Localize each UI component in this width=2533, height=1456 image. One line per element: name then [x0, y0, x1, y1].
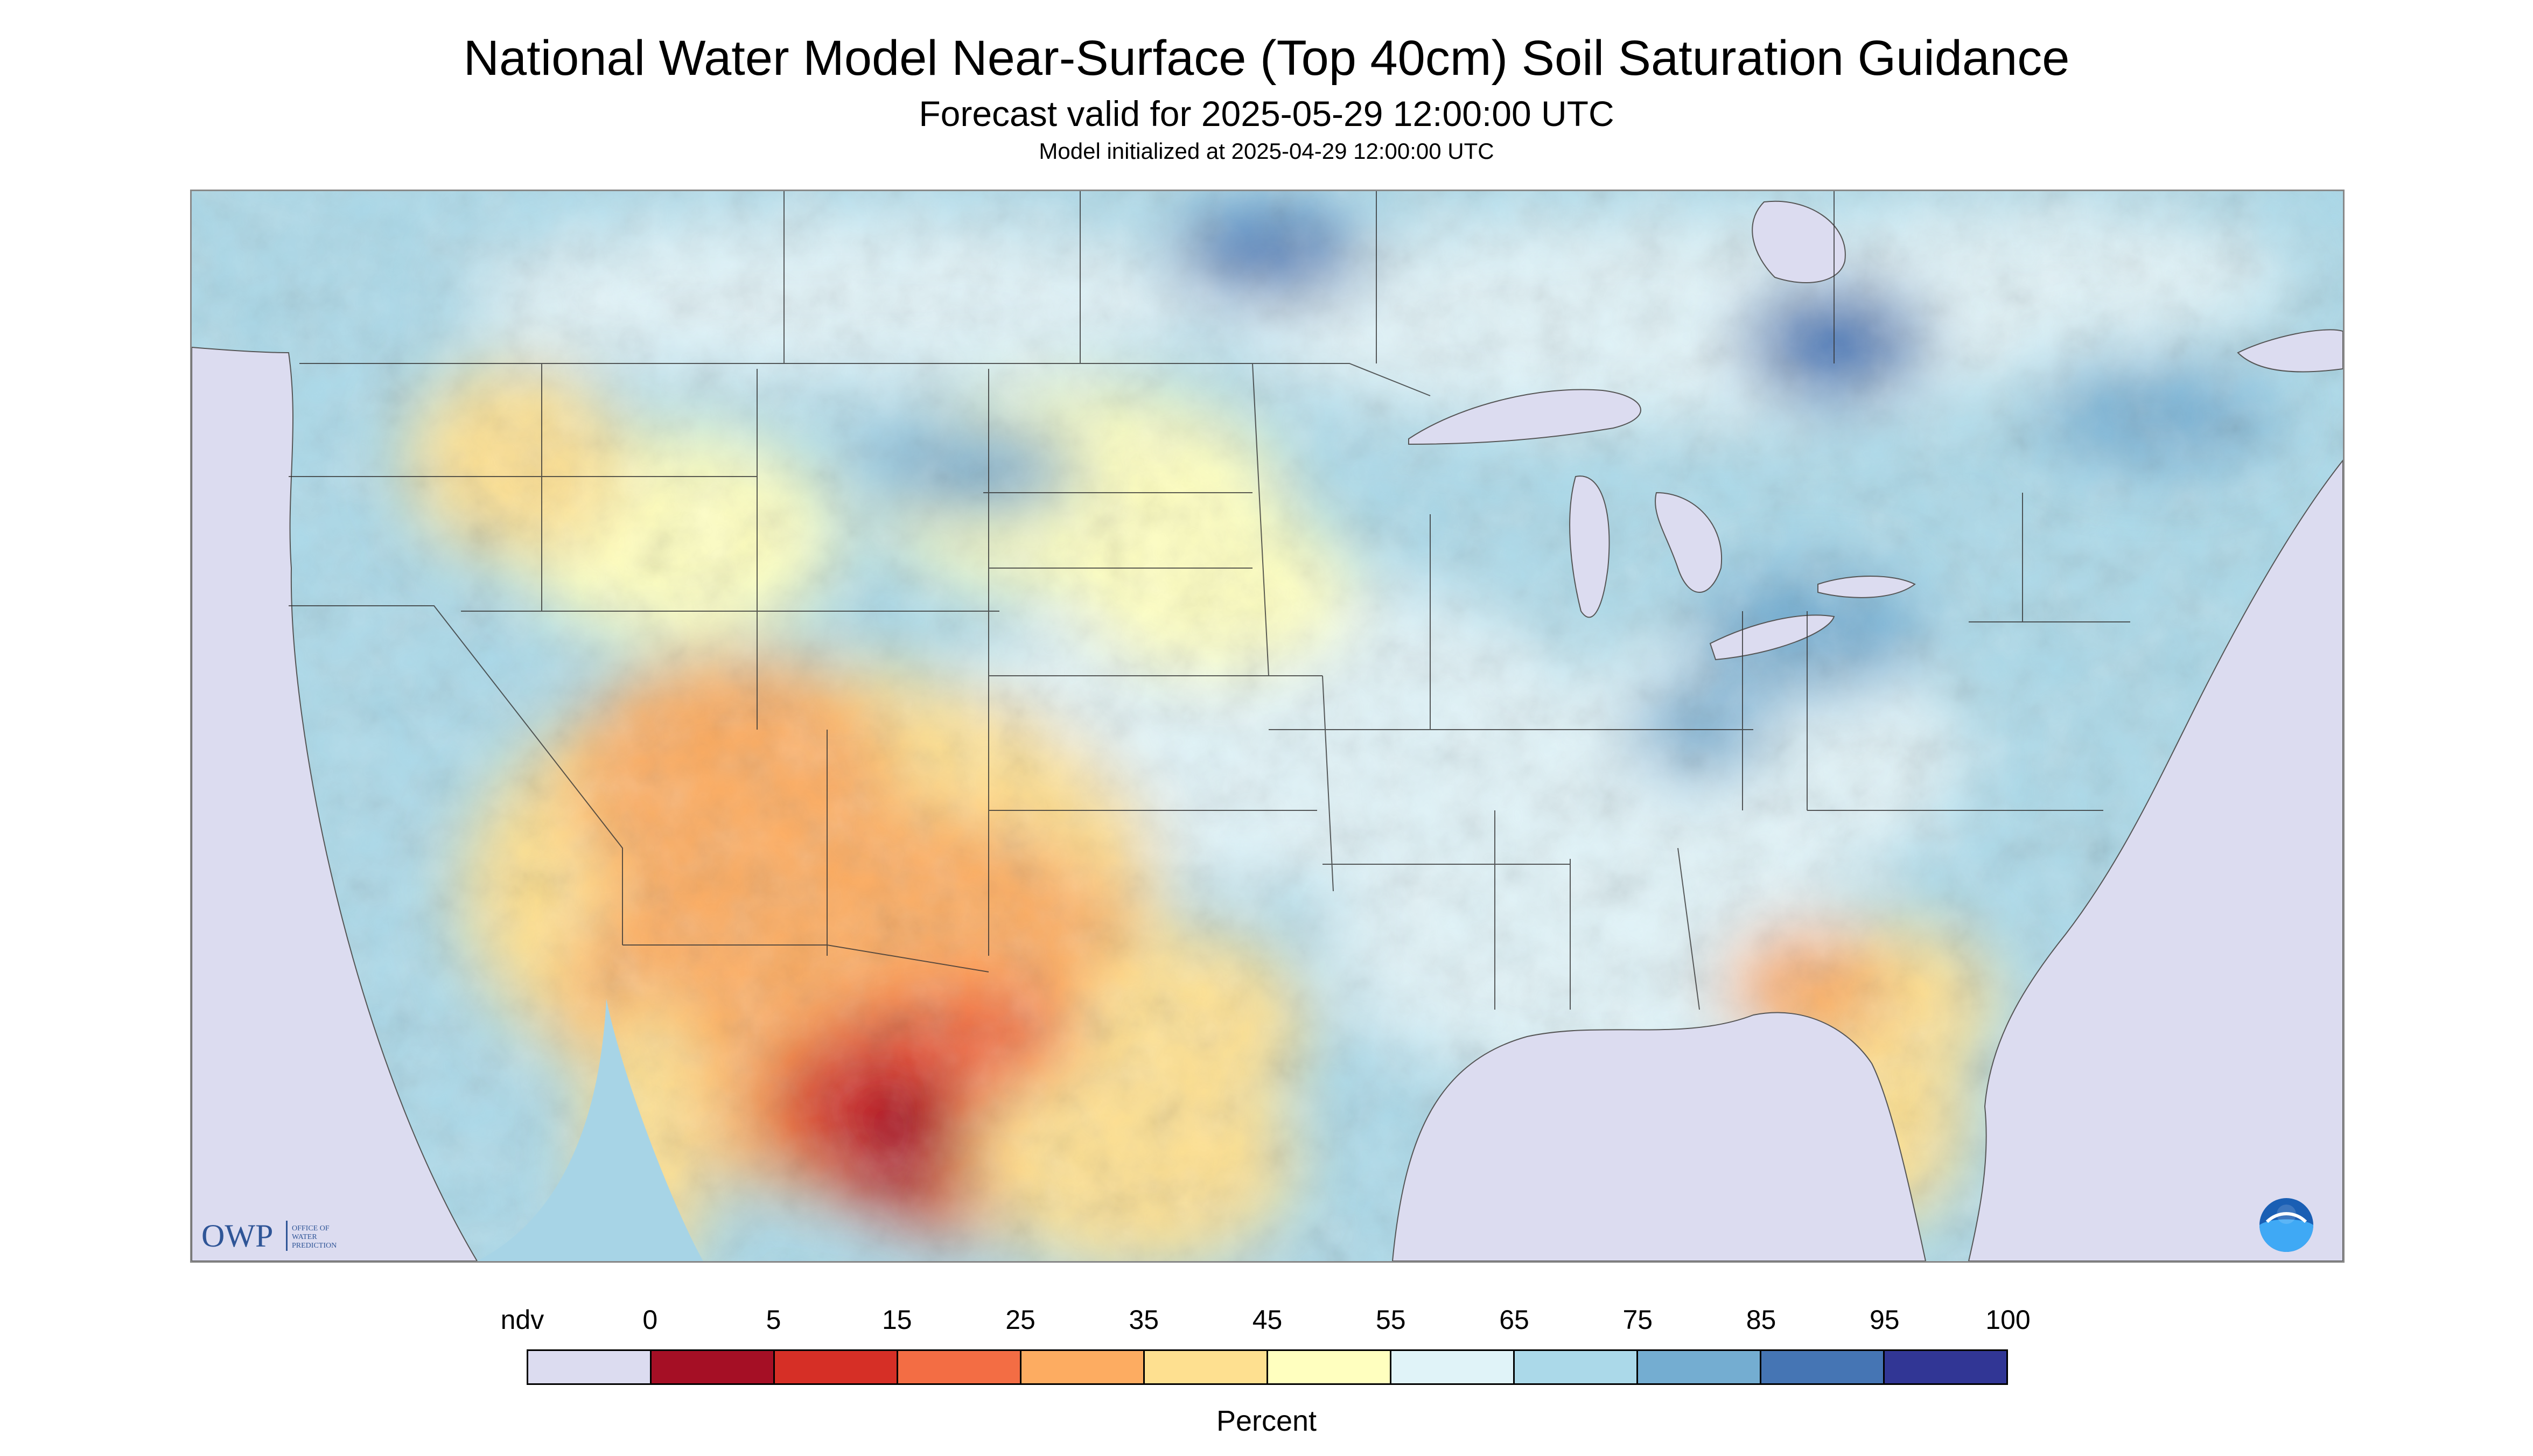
texture-layer [192, 191, 2343, 1261]
legend-swatch [775, 1351, 898, 1383]
legend-tick-label: 100 [1985, 1305, 2031, 1335]
legend-tick-label: 45 [1252, 1305, 1283, 1335]
legend-swatch [1885, 1351, 2006, 1383]
legend-swatch [1391, 1351, 1515, 1383]
legend-tick-label: 5 [766, 1305, 781, 1335]
owp-text-line-1: OFFICE OF [292, 1224, 330, 1233]
owp-text-line-2: WATER [292, 1233, 317, 1241]
owp-logo: OWP OFFICE OF WATER PREDICTION [201, 1218, 337, 1254]
legend-swatch [1145, 1351, 1268, 1383]
legend-swatch [1761, 1351, 1885, 1383]
legend-tick-label: 65 [1499, 1305, 1529, 1335]
political-borders [289, 191, 2130, 1010]
legend-tick-label: 95 [1869, 1305, 1900, 1335]
legend-tick-label: 15 [881, 1305, 912, 1335]
model-init-subtitle: Model initialized at 2025-04-29 12:00:00… [1039, 138, 1494, 164]
owp-mark: OWP [201, 1218, 273, 1254]
legend-swatch [652, 1351, 775, 1383]
owp-text-line-3: PREDICTION [292, 1242, 337, 1250]
legend-tick-labels: ndv 0 5 15 25 35 45 55 65 75 85 95 100 [501, 1305, 2031, 1339]
legend-tick-label: 0 [642, 1305, 658, 1335]
legend-tick-label: 75 [1622, 1305, 1653, 1335]
legend-swatch [898, 1351, 1021, 1383]
legend-swatch [1021, 1351, 1145, 1383]
legend-tick-label: 35 [1129, 1305, 1159, 1335]
legend-swatch [1268, 1351, 1391, 1383]
legend-tick-label: 25 [1005, 1305, 1035, 1335]
legend-tick-label: ndv [500, 1305, 544, 1335]
legend-tick-label: 85 [1746, 1305, 1776, 1335]
chart-title: National Water Model Near-Surface (Top 4… [463, 31, 2070, 86]
legend-swatch [1515, 1351, 1638, 1383]
noaa-logo-icon [2259, 1198, 2313, 1252]
soil-saturation-map: OWP OFFICE OF WATER PREDICTION [190, 190, 2345, 1263]
map-canvas: OWP OFFICE OF WATER PREDICTION [192, 191, 2343, 1261]
legend-swatch [1638, 1351, 1761, 1383]
legend-tick-label: 55 [1375, 1305, 1406, 1335]
legend-swatches [527, 1349, 2008, 1385]
no-data-areas [192, 200, 2343, 1261]
legend-label: Percent [1216, 1405, 1317, 1437]
forecast-valid-subtitle: Forecast valid for 2025-05-29 12:00:00 U… [919, 94, 1614, 134]
legend-swatch [528, 1351, 652, 1383]
legend-colorbar: ndv 0 5 15 25 35 45 55 65 75 85 95 100 [501, 1305, 2031, 1385]
